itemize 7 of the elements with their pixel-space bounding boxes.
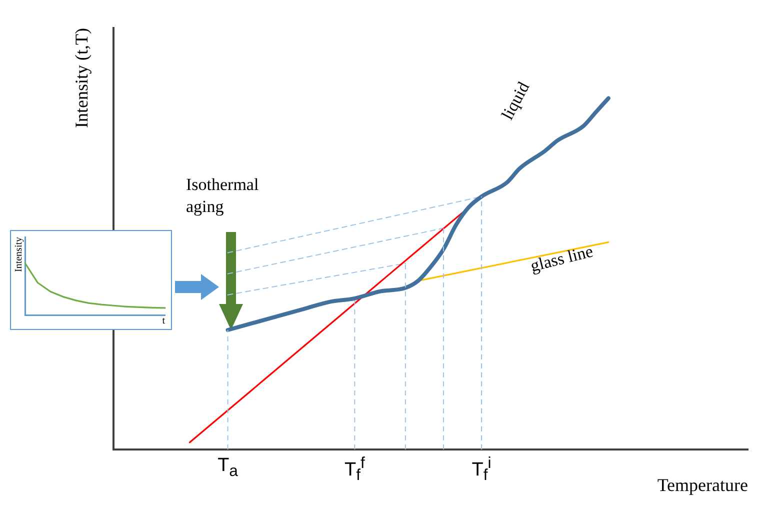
annotation: Isothermal aging (186, 174, 260, 218)
y-axis-title: Intensity (t,T) (72, 28, 92, 128)
annotation: glass line (528, 240, 596, 278)
x-axis-title: Temperature (657, 474, 748, 495)
y-axis-title: Intensity (14, 237, 25, 272)
x-tick-label: T$_{a}$ (216, 455, 239, 482)
x-axis-title: t (162, 316, 166, 327)
